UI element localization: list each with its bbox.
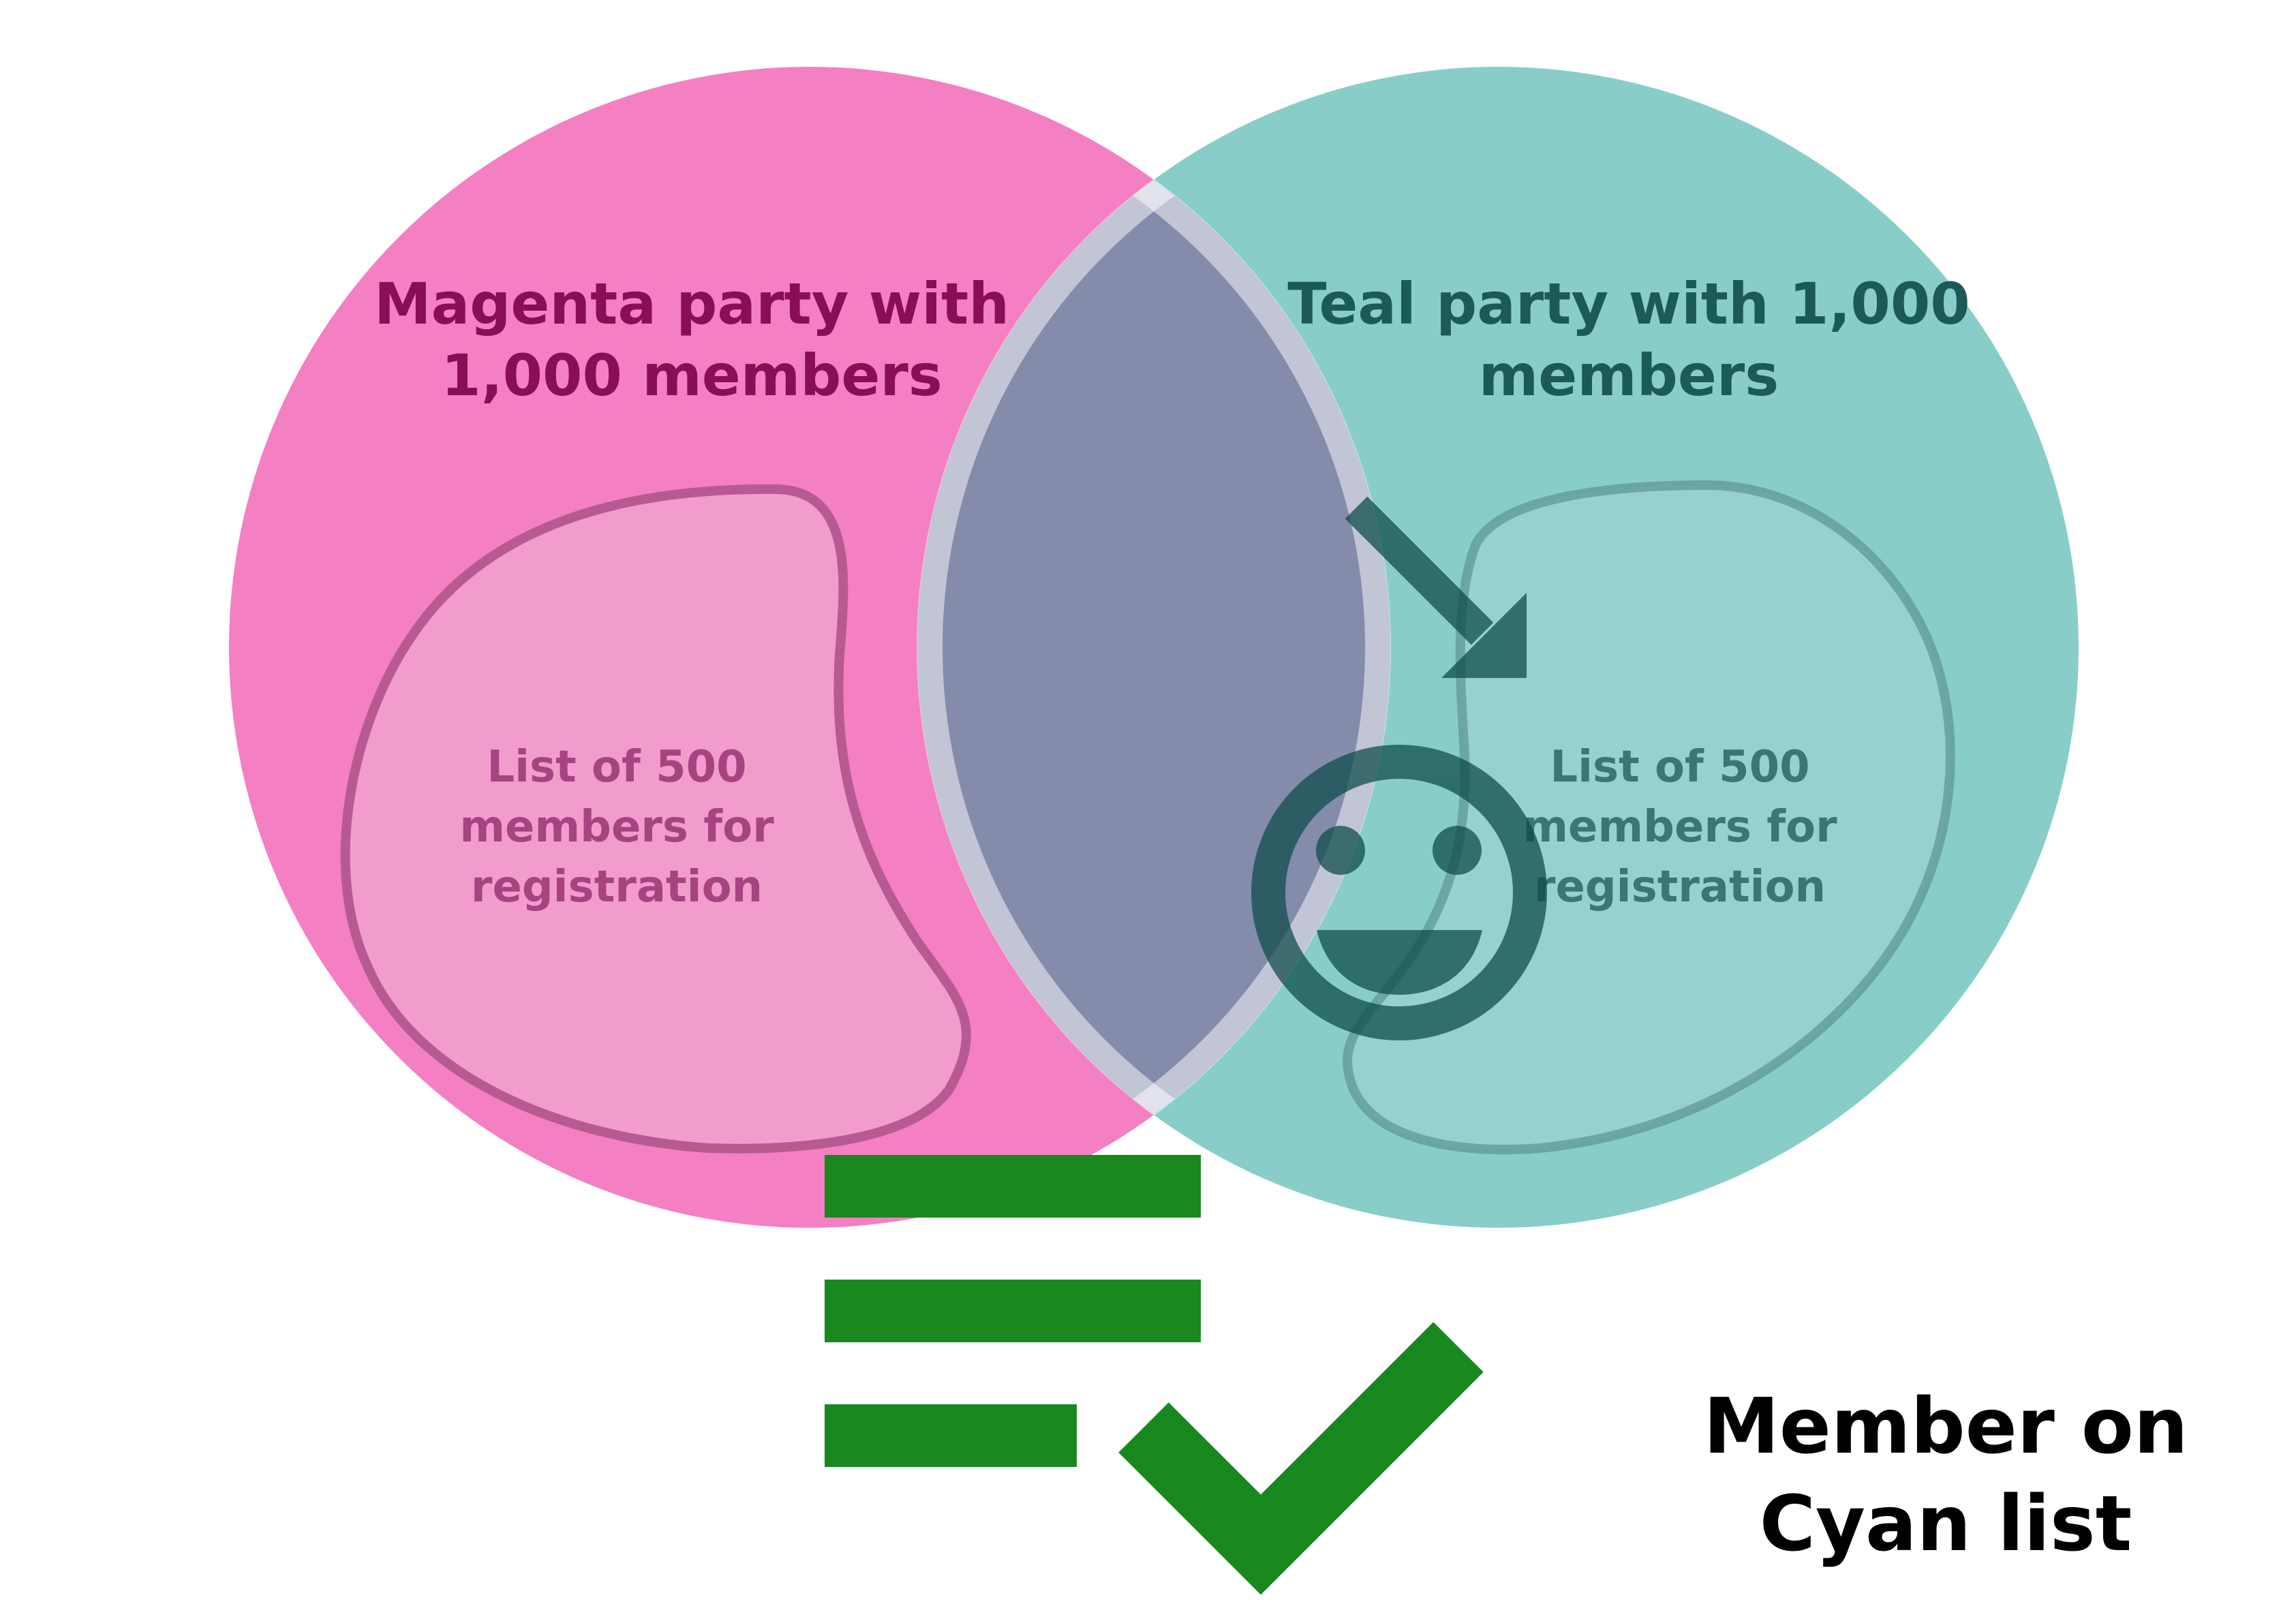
teal-party-title-line-1: Teal party with 1,000 [1287,270,1970,337]
teal-list-label-line-3: registration [1534,862,1826,912]
overlap-region [917,67,1390,1228]
smiley-face-icon [1251,745,1547,1040]
teal-list-label-line-2: members for [1522,802,1837,852]
arrow-down-right-icon [1345,496,1527,678]
teal-list-label-line-1: List of 500 [1550,742,1809,792]
magenta-list-label-line-1: List of 500 [487,742,746,792]
magenta-party-title-line-1: Magenta party with [374,270,1009,337]
magenta-list-blob [340,484,971,1154]
result-label-line-1: Member on [1703,1382,2188,1471]
magenta-border-ring [917,67,1391,1228]
result-label-line-2: Cyan list [1760,1480,2132,1568]
list-lines-icon [825,1155,1201,1467]
magenta-list-label-line-3: registration [471,862,763,912]
teal-border-ring [917,67,1390,1228]
magenta-party-title-line-2: 1,000 members [441,342,943,409]
teal-party-title-line-2: members [1479,342,1779,409]
checkmark-icon [1118,1322,1484,1595]
magenta-list-label-line-2: members for [459,802,774,852]
